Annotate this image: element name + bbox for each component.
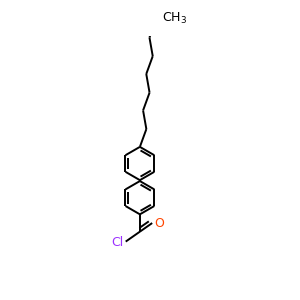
Text: O: O xyxy=(154,217,164,230)
Text: CH$_3$: CH$_3$ xyxy=(162,11,187,26)
Text: Cl: Cl xyxy=(112,236,124,249)
